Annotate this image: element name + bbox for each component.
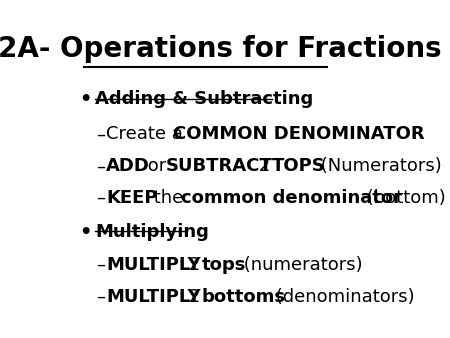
Text: tops: tops <box>202 256 246 274</box>
Text: SUBTRACT: SUBTRACT <box>166 157 273 175</box>
Text: –: – <box>96 256 105 274</box>
Text: COMMON DENOMINATOR: COMMON DENOMINATOR <box>173 125 425 143</box>
Text: (denominators): (denominators) <box>270 288 414 306</box>
Text: 6.2A- Operations for Fractions: 6.2A- Operations for Fractions <box>0 35 442 63</box>
Text: common denominator: common denominator <box>181 189 402 207</box>
Text: or: or <box>142 157 172 175</box>
Text: 2: 2 <box>183 288 206 306</box>
Text: –: – <box>96 189 105 207</box>
Text: Multiplying: Multiplying <box>95 223 209 241</box>
Text: (numerators): (numerators) <box>238 256 362 274</box>
Text: 2: 2 <box>183 256 206 274</box>
Text: –: – <box>96 157 105 175</box>
Text: KEEP: KEEP <box>106 189 158 207</box>
Text: Create a: Create a <box>106 125 189 143</box>
Text: Adding & Subtracting: Adding & Subtracting <box>95 90 313 108</box>
Text: ADD: ADD <box>106 157 150 175</box>
Text: •: • <box>79 90 92 109</box>
Text: 2: 2 <box>253 157 276 175</box>
Text: (bottom): (bottom) <box>360 189 446 207</box>
Text: the: the <box>148 189 189 207</box>
Text: bottoms: bottoms <box>202 288 286 306</box>
Text: MULTIPLY: MULTIPLY <box>106 288 201 306</box>
Text: TOPS: TOPS <box>271 157 325 175</box>
Text: (Numerators): (Numerators) <box>315 157 442 175</box>
Text: –: – <box>96 288 105 306</box>
Text: MULTIPLY: MULTIPLY <box>106 256 201 274</box>
Text: •: • <box>79 223 92 242</box>
Text: –: – <box>96 125 105 143</box>
